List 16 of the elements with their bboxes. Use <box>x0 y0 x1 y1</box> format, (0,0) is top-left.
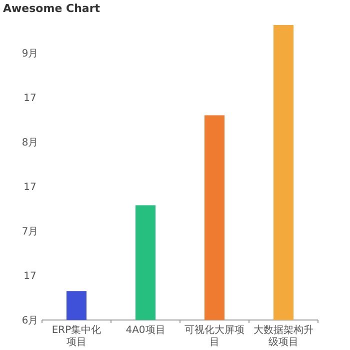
text: 7月 <box>22 226 38 238</box>
bar <box>274 25 294 320</box>
text: 9月 <box>22 48 38 60</box>
text: 17 <box>24 182 36 193</box>
text: 8月 <box>22 138 38 148</box>
text: 17 <box>24 93 36 104</box>
x-tick-label: 4A0项目 <box>126 325 166 336</box>
chart-title: Awesome Chart <box>3 2 100 15</box>
bar <box>204 115 224 320</box>
bar <box>136 205 156 320</box>
bar <box>66 291 86 320</box>
x-tick-label: 可视化大屏项目 <box>184 324 244 348</box>
text: 17 <box>24 271 36 282</box>
text: 6月 <box>22 316 38 326</box>
x-tick-label: ERP集中化项目 <box>52 324 102 348</box>
x-tick-label: 大数据架构升级项目 <box>254 324 314 348</box>
